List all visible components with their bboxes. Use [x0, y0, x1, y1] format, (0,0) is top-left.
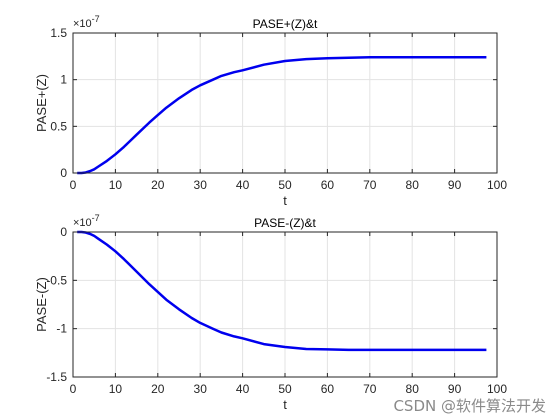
- x-tick-label: 30: [194, 178, 208, 192]
- x-tick-label: 100: [487, 178, 507, 192]
- exponent-power: -7: [92, 14, 100, 24]
- exponent-power: -7: [92, 213, 100, 223]
- chart-2: 0 10 20 30 40 50 60 70 80 90 100 -1.5 -1 -0.5 0 ×10-7 PA…: [34, 213, 507, 412]
- x-tick-label: 0: [70, 382, 77, 396]
- series-line: [77, 56, 487, 175]
- x-tick-label: 80: [406, 382, 420, 396]
- x-axis-label: t: [283, 193, 287, 208]
- x-tick-label: 20: [151, 382, 165, 396]
- watermark: CSDN @软件算法开发: [393, 397, 546, 415]
- x-tick-label: 90: [448, 178, 462, 192]
- x-tick-label: 10: [109, 178, 123, 192]
- series-line: [77, 230, 487, 352]
- x-tick-label: 40: [236, 178, 250, 192]
- y-tick-label: 1.5: [50, 26, 67, 40]
- x-tick-label: 50: [278, 178, 292, 192]
- x-tick-label: 70: [363, 382, 377, 396]
- x-tick-label: 40: [236, 382, 250, 396]
- y-axis-label: PASE-(Z): [34, 277, 49, 332]
- exponent-label: ×10-7: [73, 213, 100, 229]
- y-tick-label: -0.5: [46, 273, 67, 287]
- chart-title: PASE-(Z)&t: [254, 216, 316, 230]
- y-tick-label: 0.5: [50, 119, 67, 133]
- y-tick-label: -1.5: [46, 370, 67, 384]
- x-axis-label: t: [283, 397, 287, 412]
- x-tick-label: 60: [321, 178, 335, 192]
- y-tick-label: 0: [60, 225, 67, 239]
- exponent-label: ×10-7: [73, 14, 100, 30]
- axes-box: [72, 231, 498, 378]
- x-tick-label: 50: [278, 382, 292, 396]
- y-tick-label: 1: [60, 73, 67, 87]
- chart-1: 0 10 20 30 40 50 60 70 80 90 100 0 0.5 1 1.5 ×10-7 PASE+…: [34, 14, 507, 208]
- x-tick-label: 30: [194, 382, 208, 396]
- axes-box: [72, 32, 498, 174]
- y-axis-label: PASE+(Z): [34, 74, 49, 132]
- x-tick-label: 20: [151, 178, 165, 192]
- x-tick-label: 60: [321, 382, 335, 396]
- x-tick-label: 0: [70, 178, 77, 192]
- x-tick-label: 10: [109, 382, 123, 396]
- chart-title: PASE+(Z)&t: [253, 17, 318, 31]
- x-tick-label: 90: [448, 382, 462, 396]
- y-tick-label: -1: [56, 322, 67, 336]
- y-tick-label: 0: [60, 166, 67, 180]
- x-tick-label: 80: [406, 178, 420, 192]
- x-tick-label: 70: [363, 178, 377, 192]
- x-tick-label: 100: [487, 382, 507, 396]
